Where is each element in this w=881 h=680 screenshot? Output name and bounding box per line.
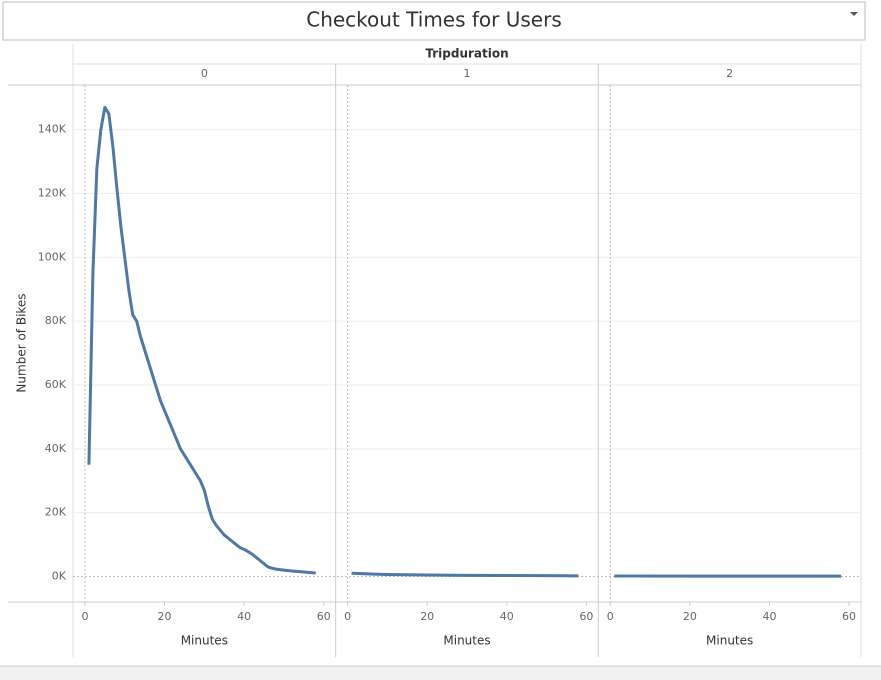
title-box (2, 1, 866, 41)
x-tick-label: 20 (683, 610, 697, 623)
x-tick-label: 20 (158, 610, 172, 623)
panel-label: 2 (726, 67, 733, 80)
x-tick-label: 60 (842, 610, 856, 623)
x-tick-label: 40 (237, 610, 251, 623)
y-axis-label: Number of Bikes (15, 293, 29, 392)
x-axis-label: Minutes (443, 634, 490, 648)
y-tick-label: 20K (45, 506, 67, 519)
x-tick-label: 60 (317, 610, 331, 623)
dropdown-arrow[interactable] (850, 12, 858, 16)
line (351, 571, 579, 578)
panel-label: 0 (201, 67, 208, 80)
y-tick-label: 100K (38, 250, 67, 263)
x-tick-label: 40 (500, 610, 514, 623)
x-tick-label: 20 (420, 610, 434, 623)
x-axis-label: Minutes (706, 634, 753, 648)
y-tick-label: 60K (45, 378, 67, 391)
chart-title: Checkout Times for Users (306, 8, 562, 32)
x-tick-label: 60 (579, 610, 593, 623)
x-tick-label: 0 (81, 610, 88, 623)
line (87, 105, 316, 575)
y-tick-label: 40K (45, 442, 67, 455)
x-tick-label: 0 (344, 610, 351, 623)
panel-label: 1 (464, 67, 471, 80)
x-axis-label: Minutes (181, 634, 228, 648)
y-tick-label: 140K (38, 123, 67, 136)
y-tick-label: 80K (45, 314, 67, 327)
x-tick-label: 0 (607, 610, 614, 623)
x-tick-label: 40 (762, 610, 776, 623)
y-tick-label: 120K (38, 187, 67, 200)
status-bar (0, 666, 881, 680)
column-header: Tripduration (425, 47, 508, 61)
y-tick-label: 0K (52, 569, 67, 582)
